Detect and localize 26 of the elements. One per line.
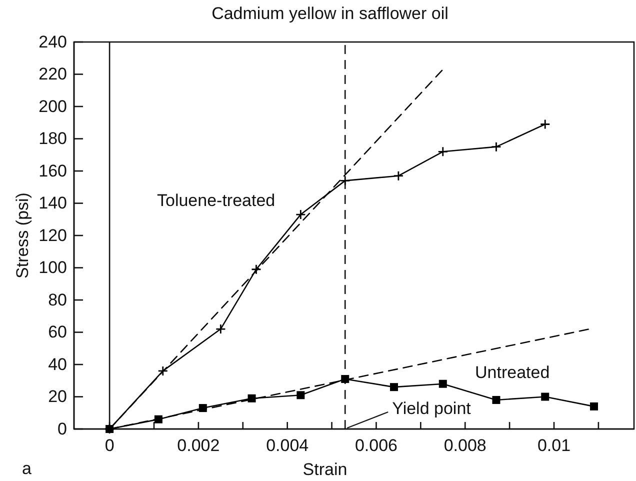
y-tick-label: 220 (38, 64, 67, 84)
x-tick-label: 0.01 (537, 436, 571, 456)
y-tick-label: 160 (38, 161, 67, 180)
series-label: Toluene-treated (157, 191, 276, 210)
y-tick-label: 180 (38, 129, 67, 148)
annotation: Yield point (392, 399, 472, 418)
series-label: Untreated (475, 363, 550, 382)
chart-title: Cadmium yellow in safflower oil (212, 4, 448, 23)
x-tick-label: 0.008 (444, 436, 486, 456)
y-tick-label: 100 (38, 258, 67, 278)
y-tick-label: 120 (38, 226, 67, 245)
y-tick-label: 200 (38, 96, 67, 116)
x-tick-label: 0.004 (266, 436, 309, 456)
x-axis-title: Strain (302, 460, 348, 479)
y-tick-label: 40 (48, 354, 67, 374)
text: a (22, 459, 32, 478)
y-tick-label: 80 (48, 290, 67, 310)
y-axis-title: Stress (psi) (13, 192, 32, 278)
y-tick-label: 20 (48, 387, 67, 406)
x-tick-label: 0 (104, 436, 114, 456)
x-tick-label: 0.002 (177, 436, 220, 456)
y-tick-label: 60 (48, 322, 67, 342)
y-tick-label: 0 (58, 419, 67, 438)
y-tick-label: 140 (38, 194, 67, 213)
y-tick-label: 240 (38, 32, 67, 52)
x-tick-label: 0.006 (354, 436, 398, 456)
